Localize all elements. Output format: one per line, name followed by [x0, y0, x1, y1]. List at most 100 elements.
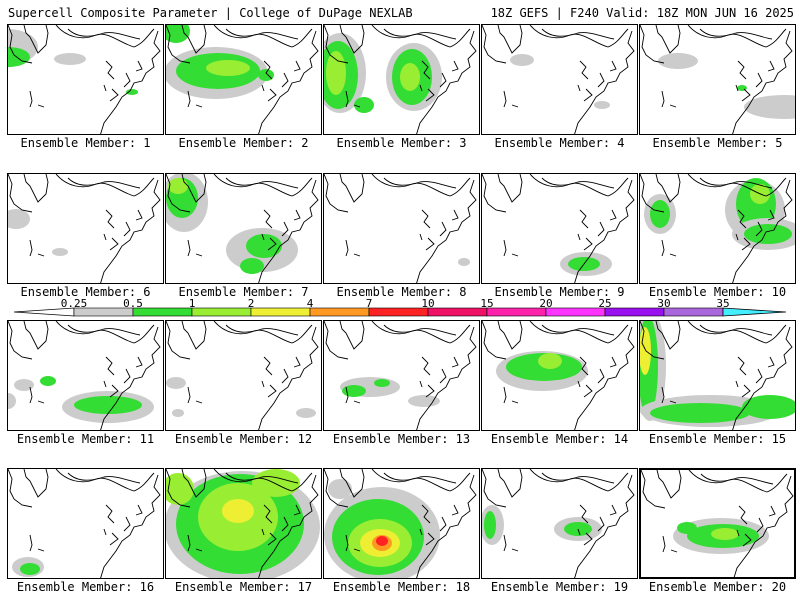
coastline-outline	[640, 174, 665, 213]
ensemble-member-map-16[interactable]	[7, 468, 164, 579]
ensemble-member-map-9[interactable]	[481, 173, 638, 284]
coastline-outline	[574, 30, 635, 134]
colorbar-swatch	[427, 307, 488, 317]
scp-contour-field	[482, 469, 635, 578]
coastline-outline	[742, 533, 752, 547]
ensemble-member-label: Ensemble Member: 9	[494, 285, 625, 299]
coastline-outline	[345, 239, 349, 257]
scp-contour-region	[744, 95, 795, 119]
coastline-outline	[103, 233, 107, 241]
coastline-outline	[109, 384, 119, 398]
coastline-outline	[529, 25, 629, 48]
ensemble-member-map-14[interactable]	[481, 320, 638, 431]
ensemble-member-map-19[interactable]	[481, 468, 638, 579]
coastline-outline	[353, 104, 361, 108]
ensemble-member-map-4[interactable]	[481, 24, 638, 135]
coastline-outline	[281, 72, 289, 88]
coastline-outline	[574, 474, 635, 578]
ensemble-member-label: Ensemble Member: 10	[648, 285, 787, 299]
ensemble-member-map-10[interactable]	[639, 173, 796, 284]
coastline-outline	[503, 386, 507, 404]
scp-contour-region	[8, 47, 30, 67]
coastline-outline	[737, 356, 747, 376]
coastline-outline	[8, 25, 33, 64]
coastline-outline	[699, 28, 773, 40]
ensemble-member-map-18[interactable]	[323, 468, 480, 579]
coastline-outline	[181, 174, 207, 203]
coastline-outline	[583, 237, 593, 251]
coastline-outline	[497, 321, 523, 350]
coastline-outline	[755, 72, 763, 88]
coastline-outline	[123, 516, 131, 532]
scp-contour-region	[650, 403, 750, 423]
scp-contour-region	[74, 396, 142, 414]
ensemble-member-map-3[interactable]	[323, 24, 480, 135]
coastline-outline	[655, 25, 681, 54]
colorbar-level-label: 1	[188, 297, 196, 310]
coastline-outline	[383, 28, 457, 40]
coastline-outline	[579, 356, 589, 376]
coastline-outline	[8, 321, 33, 360]
coastline-outline	[345, 386, 349, 404]
scp-contour-field	[324, 25, 477, 134]
ensemble-member-label: Ensemble Member: 5	[652, 136, 783, 150]
coastline-outline	[166, 174, 191, 213]
coastline-outline	[339, 25, 365, 54]
ensemble-member-label: Ensemble Member: 2	[178, 136, 309, 150]
scp-contour-region	[20, 563, 40, 575]
coastline-outline	[574, 179, 635, 283]
scp-contour-region	[376, 536, 388, 546]
ensemble-member-label: Ensemble Member: 16	[16, 580, 155, 594]
coastline-outline	[529, 469, 629, 492]
coastline-outline	[655, 174, 681, 203]
ensemble-member-map-1[interactable]	[7, 24, 164, 135]
ensemble-member-label: Ensemble Member: 7	[178, 285, 309, 299]
ensemble-member-map-6[interactable]	[7, 173, 164, 284]
ensemble-member-map-11[interactable]	[7, 320, 164, 431]
ensemble-member-label: Ensemble Member: 6	[20, 285, 151, 299]
scp-contour-region	[222, 499, 254, 523]
ensemble-member-map-13[interactable]	[323, 320, 480, 431]
coastline-outline	[756, 517, 764, 533]
coastline-outline	[371, 469, 471, 492]
ensemble-member-map-15[interactable]	[639, 320, 796, 431]
coastline-outline	[371, 321, 471, 344]
coastline-outline	[105, 504, 115, 524]
coastline-outline	[503, 534, 507, 552]
coastline-outline	[497, 469, 523, 498]
coastline-outline	[503, 90, 507, 108]
ensemble-member-map-2[interactable]	[165, 24, 322, 135]
coastline-outline	[8, 469, 33, 508]
coastline-outline	[324, 25, 349, 64]
coastline-outline	[371, 174, 471, 197]
ensemble-member-map-5[interactable]	[639, 24, 796, 135]
ensemble-member-map-20[interactable]	[639, 468, 796, 579]
coastline-outline	[733, 475, 794, 577]
ensemble-member-map-7[interactable]	[165, 173, 322, 284]
coastline-outline	[267, 88, 277, 102]
coastline-outline	[23, 174, 49, 203]
coastline-outline	[451, 504, 459, 516]
coastline-outline	[738, 505, 748, 525]
coastline-outline	[767, 209, 775, 221]
coastline-outline	[419, 380, 423, 388]
scp-contour-region	[54, 53, 86, 65]
ensemble-member-map-17[interactable]	[165, 468, 322, 579]
coastline-outline	[258, 474, 319, 578]
coastline-outline	[103, 84, 107, 92]
coastline-outline	[166, 25, 191, 64]
coastline-outline	[187, 534, 191, 552]
coastline-outline	[767, 356, 775, 368]
coastline-outline	[641, 470, 666, 509]
coastline-outline	[187, 90, 191, 108]
scp-contour-region	[538, 353, 562, 369]
scp-contour-field	[640, 174, 795, 283]
ensemble-member-map-8[interactable]	[323, 173, 480, 284]
coastline-outline	[511, 253, 519, 257]
coastline-outline	[37, 548, 45, 552]
coastline-outline	[225, 472, 299, 484]
scp-contour-region	[166, 25, 190, 43]
coastline-outline	[105, 356, 115, 376]
coastline-outline	[541, 177, 615, 189]
ensemble-member-map-12[interactable]	[165, 320, 322, 431]
